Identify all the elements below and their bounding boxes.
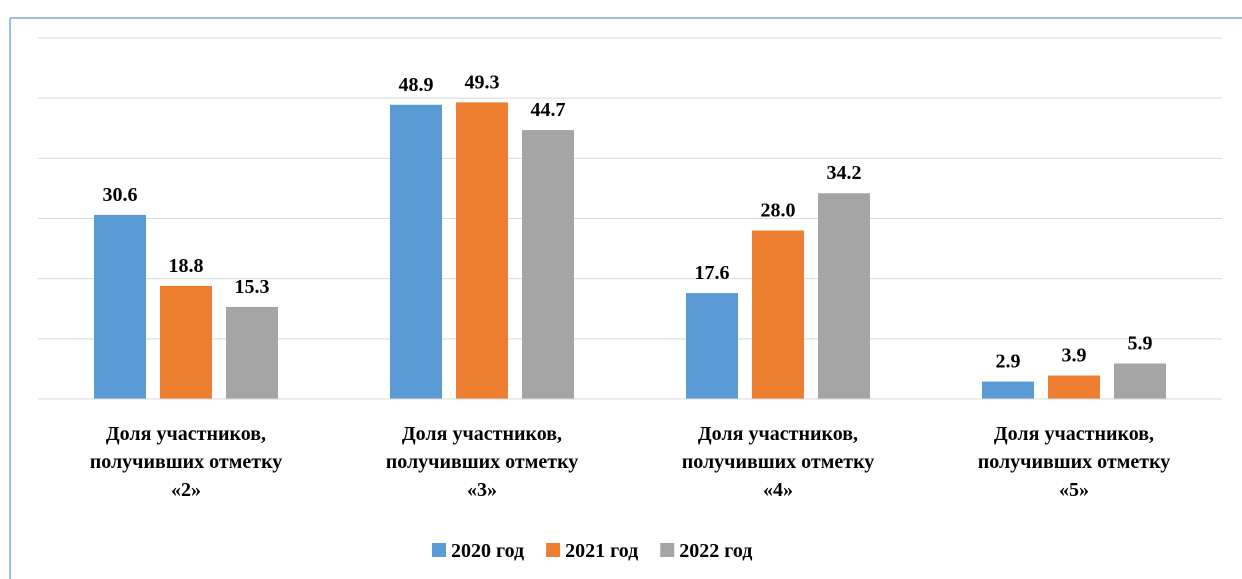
data-label: 28.0 — [761, 200, 796, 222]
bar — [818, 193, 870, 399]
legend-label: 2022 год — [679, 540, 752, 562]
legend-label: 2021 год — [565, 540, 638, 562]
x-tick-label: Доля участников, получивших отметку «3» — [385, 423, 579, 501]
data-label: 18.8 — [169, 255, 204, 277]
legend-swatch — [432, 543, 446, 557]
data-label: 49.3 — [465, 71, 500, 93]
legend-label: 2020 год — [451, 540, 524, 562]
data-label: 48.9 — [399, 74, 434, 96]
bar — [456, 102, 508, 400]
data-label: 15.3 — [235, 276, 270, 298]
legend-swatch — [660, 543, 675, 557]
bar — [160, 285, 212, 399]
data-label: 2.9 — [996, 351, 1021, 373]
bar — [522, 130, 574, 399]
bar — [226, 306, 278, 399]
data-label: 30.6 — [103, 184, 138, 206]
legend-swatch — [546, 543, 561, 557]
data-label: 5.9 — [1128, 333, 1153, 355]
bar — [752, 230, 804, 399]
data-label: 34.2 — [827, 162, 862, 184]
bar — [686, 293, 738, 399]
x-tick-label: Доля участников, получивших отметку «5» — [977, 423, 1171, 501]
data-label: 17.6 — [695, 262, 730, 284]
bar — [982, 381, 1034, 399]
x-tick-label: Доля участников, получивших отметку «4» — [681, 423, 875, 501]
bar — [1114, 363, 1166, 399]
bar — [94, 214, 146, 399]
x-tick-label: Доля участников, получивших отметку «2» — [89, 423, 283, 501]
bar — [1048, 375, 1100, 399]
data-label: 44.7 — [531, 99, 566, 121]
bar — [390, 104, 442, 399]
data-label: 3.9 — [1062, 345, 1087, 367]
